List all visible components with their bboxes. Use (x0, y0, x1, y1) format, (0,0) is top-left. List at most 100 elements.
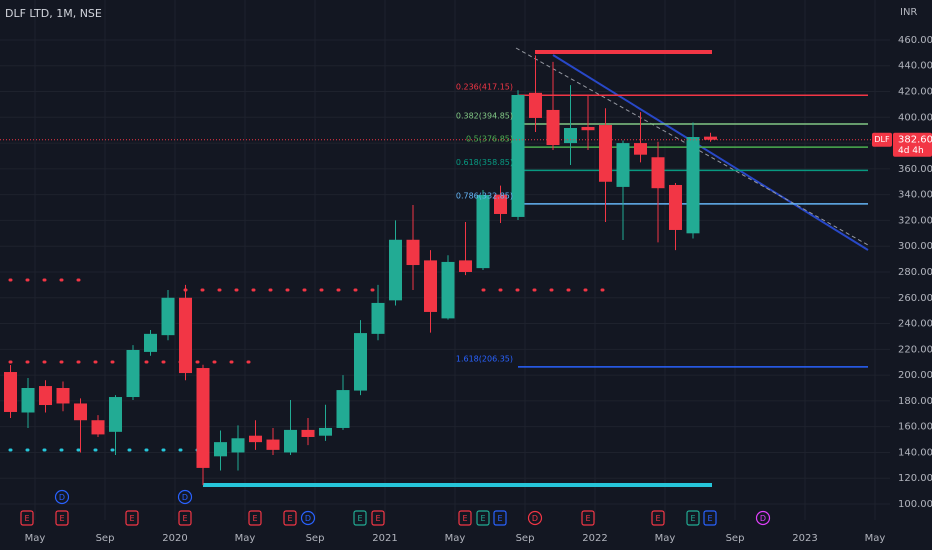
fib-label: 0.618(358.85) (456, 158, 513, 167)
x-tick-label: May (445, 533, 466, 544)
event-marker (581, 510, 595, 526)
candle-body (669, 184, 682, 230)
candle-body (616, 143, 630, 187)
chart-title: DLF LTD, 1M, NSE (5, 7, 102, 20)
event-marker (283, 510, 297, 526)
candle-body (214, 442, 227, 457)
fib-label: 0.5(376.85) (466, 135, 513, 144)
event-marker (178, 510, 192, 526)
event-marker (353, 510, 367, 526)
y-tick-label: 180.00 (898, 396, 932, 407)
y-tick-label: 360.00 (898, 164, 932, 175)
price-label: 382.60 (898, 135, 932, 146)
y-tick-label: 200.00 (898, 370, 932, 381)
candle-body (686, 137, 700, 234)
candle-body (231, 438, 245, 453)
event-label: D (760, 514, 766, 523)
event-label: E (357, 514, 362, 523)
candle-body (91, 420, 105, 435)
event-label: E (462, 514, 467, 523)
y-tick-label: 220.00 (898, 344, 932, 355)
fib-label: 0.786(332.85) (456, 191, 513, 200)
event-marker (248, 510, 262, 526)
event-marker (651, 510, 665, 526)
event-label: E (24, 514, 29, 523)
candle-body (476, 195, 490, 269)
y-tick-label: 460.00 (898, 35, 932, 46)
dashed-trend-line (515, 47, 869, 246)
y-tick-label: 240.00 (898, 319, 932, 330)
candle-body (39, 386, 52, 406)
y-tick-label: 400.00 (898, 112, 932, 123)
event-label: E (655, 514, 660, 523)
candle-body (424, 260, 437, 312)
y-tick-label: 100.00 (898, 499, 932, 510)
x-tick-label: 2022 (582, 533, 607, 544)
symbol-label: DLF (874, 135, 890, 144)
candle-body (441, 261, 455, 319)
symbol-tag (872, 132, 892, 147)
candle-body (179, 297, 192, 374)
y-tick-label: 140.00 (898, 447, 932, 458)
candle-body (109, 397, 122, 432)
candle-body (161, 297, 175, 336)
event-label: E (497, 514, 502, 523)
x-tick-label: May (25, 533, 46, 544)
price-tag (893, 132, 932, 157)
candle-body (494, 194, 507, 214)
y-tick-label: 340.00 (898, 190, 932, 201)
event-label: E (707, 514, 712, 523)
x-tick-label: 2020 (162, 533, 187, 544)
event-label: E (182, 514, 187, 523)
fib-label: 0.236(417.15) (456, 83, 513, 92)
fib-label: 1.618(206.35) (456, 354, 513, 363)
x-tick-label: May (235, 533, 256, 544)
candle-body (529, 92, 542, 118)
event-marker (300, 510, 316, 526)
candle-body (546, 109, 560, 146)
event-label: E (129, 514, 134, 523)
event-marker (755, 510, 771, 526)
y-tick-label: 120.00 (898, 473, 932, 484)
x-tick-label: May (655, 533, 676, 544)
candle-body (599, 125, 612, 182)
x-tick-label: 2023 (792, 533, 817, 544)
y-tick-label: 300.00 (898, 241, 932, 252)
overlay: 100.00 120.00 140.00 160.00 180.00 200.00 220.… (20, 35, 932, 544)
y-tick-label: 320.00 (898, 215, 932, 226)
candle-body (56, 388, 70, 404)
event-label: E (690, 514, 695, 523)
event-marker (125, 510, 139, 526)
event-marker (20, 510, 34, 526)
fib-label: 0.382(394.85) (456, 111, 513, 120)
event-label: E (287, 514, 292, 523)
candle-body (581, 126, 595, 131)
event-marker (54, 489, 70, 505)
candle-body (284, 429, 297, 453)
y-tick-label: 160.00 (898, 422, 932, 433)
x-tick-label: 2021 (372, 533, 397, 544)
countdown: 4d 4h (898, 146, 924, 156)
candle-body (301, 429, 315, 437)
y-tick-label: 260.00 (898, 293, 932, 304)
candle-body (4, 372, 17, 412)
candle-body (266, 439, 280, 450)
event-marker (177, 489, 193, 505)
x-tick-label: Sep (726, 533, 745, 544)
currency: INR (900, 7, 917, 18)
candle-body (126, 349, 140, 398)
candle-body (319, 427, 332, 436)
event-label: D (532, 514, 538, 523)
candle-body (651, 157, 665, 189)
y-tick-label: 420.00 (898, 87, 932, 98)
event-label: E (252, 514, 257, 523)
event-label: E (59, 514, 64, 523)
event-marker (476, 510, 490, 526)
x-tick-label: Sep (306, 533, 325, 544)
x-tick-label: Sep (96, 533, 115, 544)
candle-body (336, 390, 350, 428)
event-marker (371, 510, 385, 526)
candle-body (634, 143, 647, 155)
candles (0, 55, 890, 486)
